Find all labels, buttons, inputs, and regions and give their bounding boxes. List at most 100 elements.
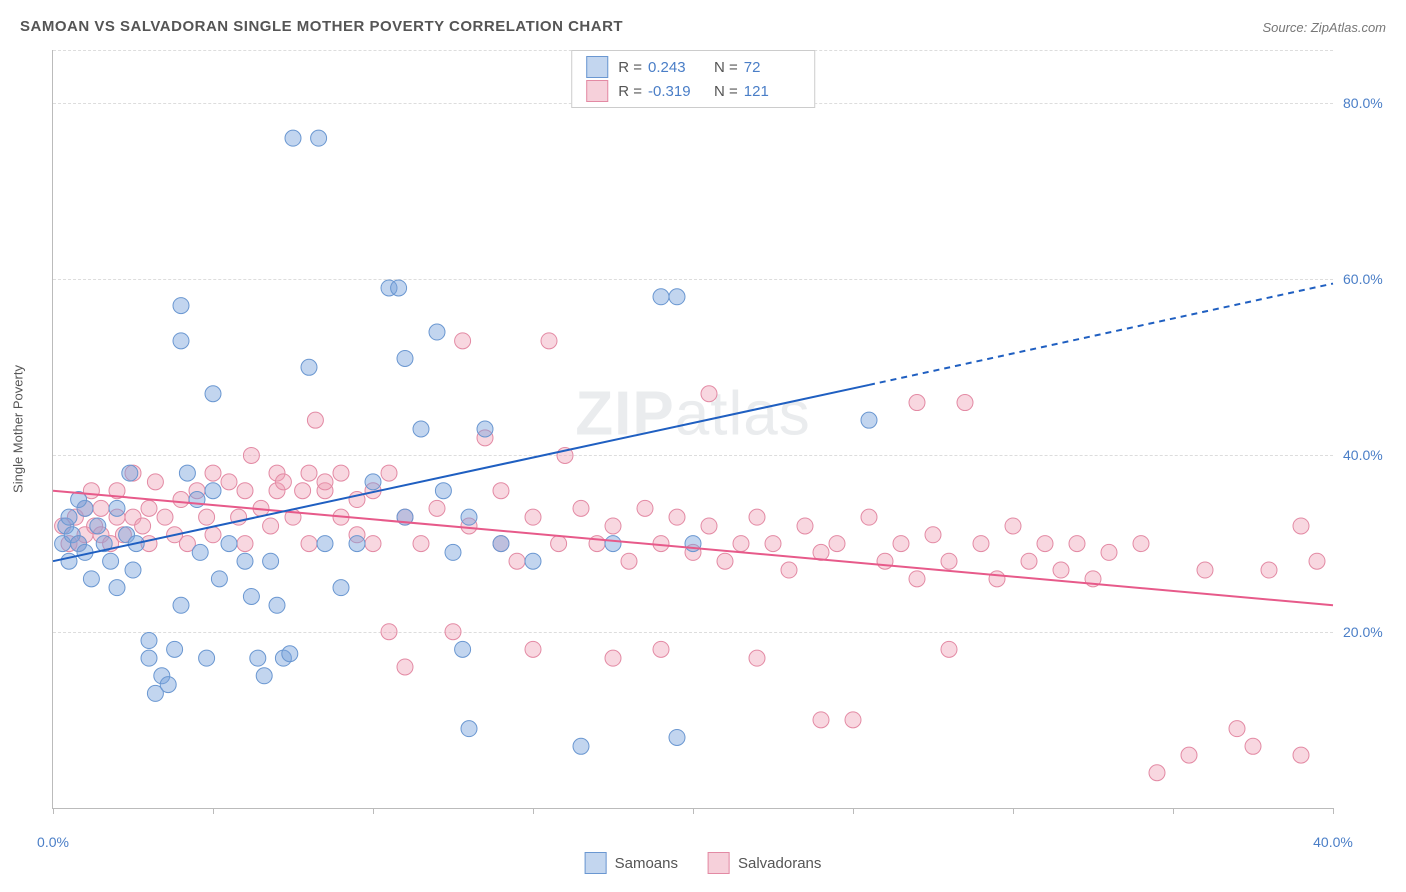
n-value-salvadorans: 121 — [744, 83, 800, 100]
scatter-point — [455, 641, 471, 657]
scatter-point — [1229, 721, 1245, 737]
scatter-point — [461, 721, 477, 737]
scatter-point — [1133, 536, 1149, 552]
scatter-point — [205, 527, 221, 543]
scatter-point — [179, 465, 195, 481]
chart-title: SAMOAN VS SALVADORAN SINGLE MOTHER POVER… — [20, 18, 623, 35]
scatter-point — [285, 130, 301, 146]
scatter-point — [317, 474, 333, 490]
legend-label-samoans: Samoans — [615, 855, 678, 872]
scatter-point — [173, 298, 189, 314]
scatter-point — [147, 474, 163, 490]
scatter-point — [605, 518, 621, 534]
stats-row-salvadorans: R = -0.319 N = 121 — [586, 79, 800, 103]
scatter-point — [669, 729, 685, 745]
legend-item-samoans: Samoans — [585, 852, 678, 874]
scatter-point — [829, 536, 845, 552]
n-value-samoans: 72 — [744, 59, 800, 76]
scatter-point — [653, 641, 669, 657]
trend-line — [53, 385, 869, 561]
scatter-point — [765, 536, 781, 552]
scatter-point — [797, 518, 813, 534]
scatter-point — [893, 536, 909, 552]
scatter-point — [477, 421, 493, 437]
scatter-point — [211, 571, 227, 587]
scatter-point — [141, 500, 157, 516]
y-tick-label: 40.0% — [1343, 447, 1393, 463]
scatter-point — [749, 650, 765, 666]
scatter-point — [461, 509, 477, 525]
scatter-point — [1053, 562, 1069, 578]
source-label: Source: ZipAtlas.com — [1262, 20, 1386, 35]
scatter-point — [1293, 747, 1309, 763]
scatter-point — [493, 483, 509, 499]
scatter-point — [941, 641, 957, 657]
scatter-svg — [53, 50, 1333, 808]
scatter-point — [205, 483, 221, 499]
scatter-point — [541, 333, 557, 349]
scatter-point — [653, 536, 669, 552]
scatter-point — [333, 465, 349, 481]
scatter-point — [1021, 553, 1037, 569]
scatter-point — [205, 465, 221, 481]
scatter-point — [381, 465, 397, 481]
scatter-point — [349, 536, 365, 552]
r-label: R = — [618, 59, 642, 76]
scatter-point — [429, 324, 445, 340]
scatter-point — [551, 536, 567, 552]
y-tick-label: 60.0% — [1343, 271, 1393, 287]
scatter-point — [311, 130, 327, 146]
scatter-point — [701, 386, 717, 402]
scatter-point — [989, 571, 1005, 587]
scatter-point — [525, 509, 541, 525]
scatter-point — [282, 646, 298, 662]
scatter-point — [1293, 518, 1309, 534]
scatter-point — [381, 624, 397, 640]
scatter-point — [861, 412, 877, 428]
scatter-point — [1101, 544, 1117, 560]
r-value-samoans: 0.243 — [648, 59, 704, 76]
x-tick — [1333, 808, 1334, 814]
scatter-point — [109, 580, 125, 596]
scatter-point — [199, 509, 215, 525]
scatter-point — [243, 447, 259, 463]
scatter-point — [237, 536, 253, 552]
scatter-point — [525, 553, 541, 569]
scatter-point — [173, 492, 189, 508]
scatter-point — [1005, 518, 1021, 534]
scatter-point — [717, 553, 733, 569]
scatter-point — [925, 527, 941, 543]
scatter-point — [391, 280, 407, 296]
scatter-point — [256, 668, 272, 684]
scatter-point — [749, 509, 765, 525]
scatter-point — [189, 492, 205, 508]
scatter-point — [733, 536, 749, 552]
y-tick-label: 80.0% — [1343, 95, 1393, 111]
scatter-point — [365, 536, 381, 552]
scatter-point — [701, 518, 717, 534]
scatter-point — [637, 500, 653, 516]
scatter-point — [1261, 562, 1277, 578]
x-tick-label: 40.0% — [1313, 834, 1353, 850]
scatter-point — [781, 562, 797, 578]
n-label: N = — [714, 59, 738, 76]
stats-legend: R = 0.243 N = 72 R = -0.319 N = 121 — [571, 50, 815, 108]
scatter-point — [263, 518, 279, 534]
scatter-point — [973, 536, 989, 552]
scatter-point — [813, 712, 829, 728]
scatter-point — [160, 677, 176, 693]
scatter-point — [173, 333, 189, 349]
scatter-point — [103, 553, 119, 569]
scatter-point — [365, 474, 381, 490]
scatter-point — [397, 350, 413, 366]
scatter-point — [653, 289, 669, 305]
swatch-samoans — [585, 852, 607, 874]
x-tick — [213, 808, 214, 814]
scatter-point — [93, 500, 109, 516]
scatter-point — [669, 289, 685, 305]
scatter-point — [61, 509, 77, 525]
scatter-point — [957, 395, 973, 411]
x-tick — [1173, 808, 1174, 814]
scatter-point — [317, 536, 333, 552]
scatter-point — [167, 641, 183, 657]
